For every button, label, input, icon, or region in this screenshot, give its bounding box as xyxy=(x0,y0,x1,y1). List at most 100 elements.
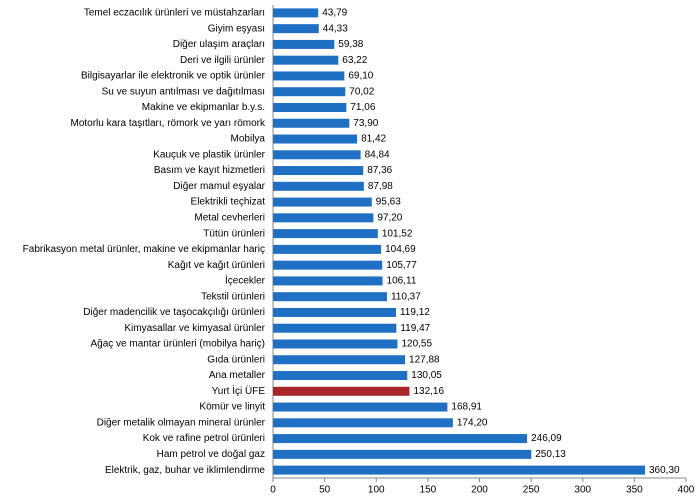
bar xyxy=(273,87,346,97)
bar xyxy=(273,418,453,428)
bar xyxy=(273,355,406,365)
y-tick-label: Fabrikasyon metal ürünler, makine ve eki… xyxy=(23,244,265,255)
x-tick-label: 350 xyxy=(626,485,643,496)
value-label: 44,33 xyxy=(323,23,348,34)
bar xyxy=(273,118,350,128)
value-label: 81,42 xyxy=(361,134,386,145)
value-label: 70,02 xyxy=(349,86,374,97)
bar xyxy=(273,260,383,270)
value-label: 105,77 xyxy=(386,260,417,271)
x-tick-label: 250 xyxy=(523,485,540,496)
bar xyxy=(273,24,319,34)
bar xyxy=(273,166,364,176)
bar xyxy=(273,181,364,191)
y-tick-label: Mobilya xyxy=(231,134,266,145)
bar xyxy=(273,244,382,254)
x-tick-label: 150 xyxy=(420,485,437,496)
y-tick-label: Su ve suyun antılması ve dağıtılması xyxy=(102,86,265,97)
x-tick-label: 400 xyxy=(678,485,695,496)
value-label: 360,30 xyxy=(649,465,680,476)
bar xyxy=(273,229,378,239)
y-tick-label: Elektrikli teçhizat xyxy=(191,197,266,208)
bar xyxy=(273,465,646,475)
y-tick-label: Kömür ve linyit xyxy=(199,402,265,413)
bar xyxy=(273,150,361,160)
y-tick-label: Temel eczacılık ürünleri ve müstahzarlar… xyxy=(84,8,265,19)
value-label: 250,13 xyxy=(535,449,566,460)
value-label: 43,79 xyxy=(322,8,347,19)
y-tick-label: Gıda ürünleri xyxy=(207,354,265,365)
y-tick-label: Elektrik, gaz, buhar ve iklimlendirme xyxy=(105,465,265,476)
y-tick-label: Basım ve kayıt hizmetleri xyxy=(154,165,265,176)
y-tick-label: Diğer metalik olmayan mineral ürünler xyxy=(97,417,266,428)
bar xyxy=(273,323,397,333)
value-label: 168,91 xyxy=(451,402,482,413)
bar xyxy=(273,213,374,223)
value-label: 71,06 xyxy=(350,102,375,113)
bar xyxy=(273,449,532,459)
bar xyxy=(273,386,410,396)
value-label: 130,05 xyxy=(411,370,442,381)
value-label: 127,88 xyxy=(409,354,440,365)
bar xyxy=(273,8,319,18)
y-tick-label: Diğer mamul eşyalar xyxy=(173,181,265,192)
x-tick-label: 50 xyxy=(319,485,331,496)
y-tick-label: Motorlu kara taşıtları, römork ve yarı r… xyxy=(71,118,266,129)
y-tick-label: Kimyasallar ve kimyasal ürünler xyxy=(124,323,265,334)
y-tick-label: Giyim eşyası xyxy=(208,23,265,34)
value-label: 73,90 xyxy=(353,118,378,129)
bar xyxy=(273,55,339,65)
y-tick-label: Ham petrol ve doğal gaz xyxy=(157,449,265,460)
bar xyxy=(273,39,335,49)
value-label: 69,10 xyxy=(348,71,373,82)
value-label: 106,11 xyxy=(387,276,417,287)
y-tick-label: Deri ve ilgili ürünler xyxy=(180,55,266,66)
y-tick-label: Yurt İçi ÜFE xyxy=(212,384,266,397)
bar xyxy=(273,371,408,381)
bar xyxy=(273,434,528,444)
bar xyxy=(273,134,358,144)
bar xyxy=(273,102,347,112)
y-tick-label: Ana metaller xyxy=(209,370,266,381)
value-label: 246,09 xyxy=(531,433,562,444)
x-tick-label: 200 xyxy=(471,485,488,496)
value-label: 110,37 xyxy=(391,291,421,302)
value-label: 97,20 xyxy=(377,212,402,223)
y-tick-label: İçecekler xyxy=(225,274,266,287)
y-tick-label: Tütün ürünleri xyxy=(203,228,265,239)
y-tick-label: Kok ve rafine petrol ürünleri xyxy=(143,433,265,444)
y-tick-label: Tekstil ürünleri xyxy=(201,291,265,302)
value-label: 119,47 xyxy=(400,323,430,334)
value-label: 59,38 xyxy=(338,39,363,50)
value-label: 132,16 xyxy=(413,386,444,397)
value-label: 63,22 xyxy=(342,55,367,66)
bar xyxy=(273,276,383,286)
value-label: 120,55 xyxy=(401,339,432,350)
value-label: 101,52 xyxy=(382,228,413,239)
bar xyxy=(273,292,387,302)
bar xyxy=(273,307,396,317)
y-tick-label: Diğer ulaşım araçları xyxy=(173,39,265,50)
bar xyxy=(273,402,448,412)
y-tick-label: Metal cevherleri xyxy=(194,212,265,223)
y-tick-label: Kauçuk ve plastik ürünler xyxy=(153,149,265,160)
bar xyxy=(273,339,398,349)
value-label: 119,12 xyxy=(400,307,430,318)
bar xyxy=(273,197,372,207)
value-label: 87,98 xyxy=(368,181,393,192)
x-tick-label: 0 xyxy=(270,485,276,496)
y-tick-label: Bilgisayarlar ile elektronik ve optik ür… xyxy=(81,71,266,82)
x-tick-label: 100 xyxy=(368,485,385,496)
y-tick-label: Makine ve ekipmanlar b.y.s. xyxy=(142,102,265,113)
y-tick-label: Diğer madencilik ve taşocakçılığı ürünle… xyxy=(83,307,265,318)
value-label: 84,84 xyxy=(365,149,390,160)
x-tick-label: 300 xyxy=(574,485,591,496)
bar xyxy=(273,71,345,81)
value-label: 95,63 xyxy=(376,197,401,208)
value-label: 104,69 xyxy=(385,244,416,255)
value-label: 174,20 xyxy=(457,417,488,428)
y-tick-label: Kağıt ve kağıt ürünleri xyxy=(168,260,265,271)
y-tick-label: Ağaç ve mantar ürünleri (mobilya hariç) xyxy=(90,339,265,350)
value-label: 87,36 xyxy=(367,165,392,176)
